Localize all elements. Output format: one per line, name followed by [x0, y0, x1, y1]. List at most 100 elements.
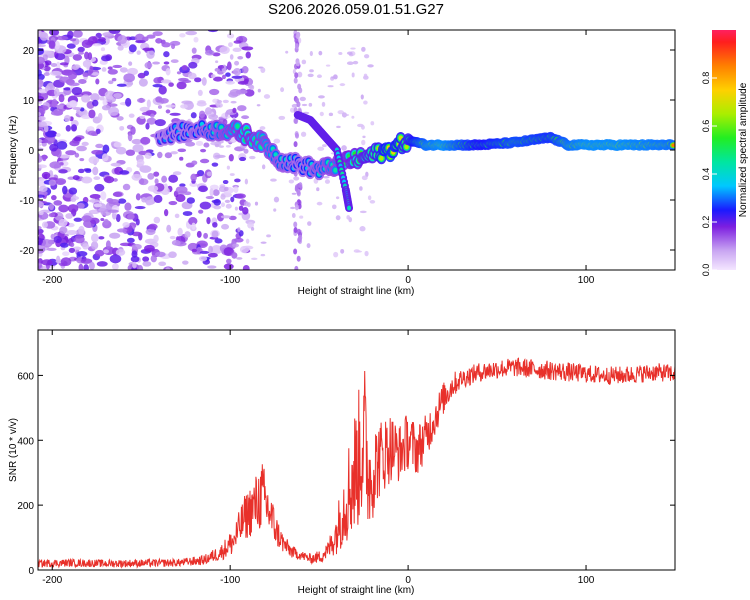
noise-blob: [212, 189, 220, 196]
noise-blob: [321, 101, 326, 107]
noise-blob: [236, 257, 243, 260]
noise-blob: [108, 106, 120, 116]
noise-blob: [64, 114, 71, 122]
noise-blob: [110, 162, 122, 167]
noise-blob: [299, 96, 306, 102]
snr-ytick-label: 600: [17, 371, 34, 382]
noise-blob: [135, 40, 146, 44]
noise-blob: [38, 237, 43, 246]
noise-blob: [38, 210, 44, 216]
noise-blob: [231, 252, 238, 259]
spec-xtick-label: -200: [42, 275, 62, 286]
noise-blob: [95, 143, 104, 149]
noise-blob: [288, 179, 295, 184]
noise-blob: [117, 35, 128, 45]
noise-blob: [77, 168, 85, 174]
noise-blob: [73, 136, 82, 142]
noise-blob: [109, 254, 122, 264]
noise-blob: [278, 115, 286, 120]
noise-blob: [81, 176, 93, 184]
noise-blob: [169, 235, 176, 240]
noise-blob: [206, 216, 211, 225]
noise-blob: [42, 154, 47, 162]
noise-blob: [356, 250, 363, 253]
noise-blob: [297, 83, 302, 90]
noise-blob: [72, 175, 80, 181]
noise-blob: [199, 158, 210, 164]
noise-blob: [296, 189, 301, 196]
noise-blob: [78, 51, 84, 55]
noise-blob: [165, 109, 171, 114]
noise-blob: [251, 257, 258, 260]
noise-blob: [223, 263, 234, 270]
noise-blob: [290, 206, 296, 210]
noise-blob: [101, 105, 111, 111]
noise-blob: [168, 251, 177, 259]
noise-blob: [232, 47, 242, 53]
noise-blob: [81, 39, 93, 49]
noise-blob: [41, 171, 51, 179]
noise-blob: [280, 87, 285, 93]
noise-blob: [301, 59, 307, 65]
noise-blob: [220, 215, 231, 219]
noise-blob: [171, 239, 181, 246]
noise-blob: [215, 60, 219, 64]
noise-blob: [76, 251, 88, 257]
noise-blob: [117, 198, 127, 204]
noise-blob: [43, 125, 49, 133]
noise-blob: [263, 94, 271, 99]
noise-blob: [128, 61, 133, 66]
noise-blob: [66, 43, 76, 49]
noise-blob: [260, 241, 267, 244]
noise-blob: [217, 102, 223, 108]
noise-blob: [107, 209, 119, 213]
noise-blob: [341, 145, 347, 151]
noise-blob: [175, 194, 186, 203]
noise-blob: [103, 249, 109, 254]
noise-blob: [107, 66, 113, 70]
noise-blob: [137, 264, 144, 270]
noise-blob: [238, 205, 244, 211]
noise-blob: [150, 113, 155, 118]
noise-blob: [242, 265, 250, 270]
noise-blob: [235, 89, 248, 95]
noise-blob: [361, 139, 366, 146]
noise-blob: [226, 258, 232, 264]
noise-blob: [132, 261, 137, 269]
noise-blob: [135, 193, 141, 201]
noise-blob: [260, 67, 266, 73]
noise-blob: [293, 221, 298, 228]
noise-blob: [92, 99, 99, 107]
noise-blob: [90, 241, 99, 250]
noise-blob: [164, 209, 169, 217]
noise-blob: [184, 231, 191, 238]
noise-blob: [107, 103, 118, 107]
noise-blob: [72, 106, 82, 111]
spec-xtick-label: 0: [405, 275, 411, 286]
noise-blob: [58, 169, 68, 174]
noise-blob: [306, 243, 311, 249]
noise-blob: [101, 67, 107, 72]
noise-blob: [199, 250, 210, 254]
noise-blob: [60, 257, 72, 266]
noise-blob: [157, 105, 163, 109]
noise-blob: [111, 77, 117, 82]
noise-blob: [48, 213, 56, 218]
spec-ytick-label: 20: [23, 46, 35, 57]
noise-blob: [63, 87, 72, 91]
noise-blob: [170, 59, 179, 64]
noise-blob: [172, 171, 182, 176]
noise-blob: [294, 72, 299, 79]
noise-blob: [153, 234, 159, 243]
noise-blob: [249, 155, 256, 160]
noise-blob: [146, 117, 157, 125]
noise-blob: [92, 43, 102, 47]
noise-blob: [38, 153, 41, 163]
noise-blob: [190, 112, 197, 119]
noise-blob: [207, 252, 218, 258]
noise-blob: [179, 156, 184, 161]
noise-blob: [69, 140, 80, 147]
noise-blob: [339, 83, 346, 87]
noise-blob: [233, 68, 242, 76]
